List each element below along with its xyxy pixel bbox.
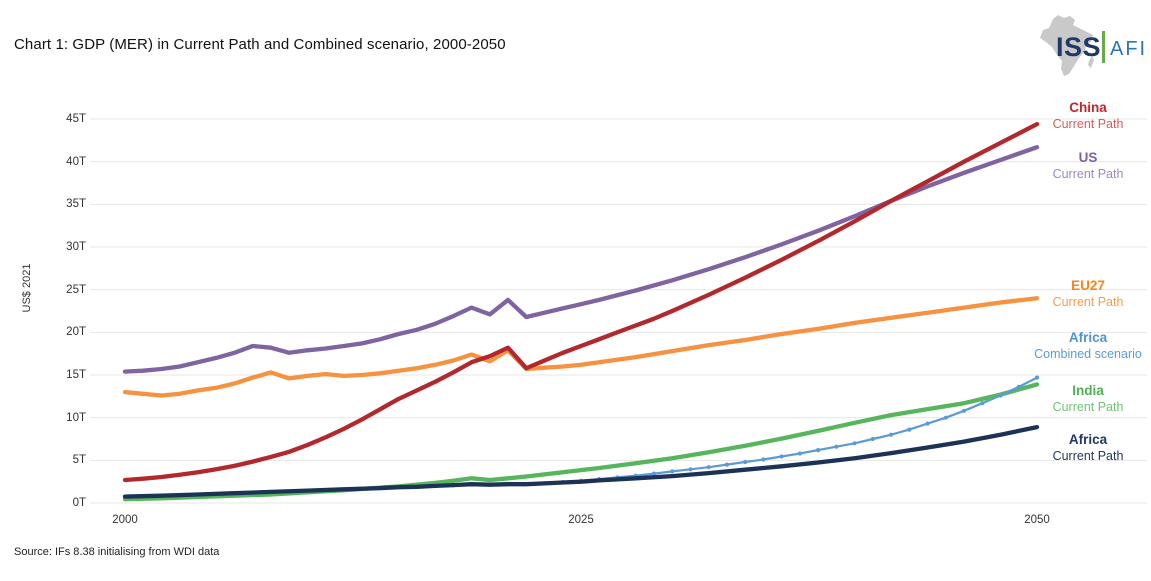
x-tick-2000: 2000: [112, 514, 138, 526]
marker-dot: [688, 467, 693, 472]
legend-series-scenario: Current Path: [1052, 449, 1124, 463]
marker-dot: [761, 457, 766, 462]
legend-series-name: China: [1069, 100, 1107, 115]
y-tick-35T: 35T: [66, 198, 86, 211]
marker-dot: [998, 393, 1003, 398]
legend-eu27-current-path: EU27 Current Path: [998, 277, 1151, 311]
africa-map-icon: [1040, 15, 1094, 76]
y-tick-0T: 0T: [72, 497, 86, 509]
legend-us-current-path: US Current Path: [998, 149, 1151, 183]
y-tick-30T: 30T: [66, 241, 86, 253]
legend-series-scenario: Combined scenario: [1034, 347, 1142, 361]
marker-dot: [706, 465, 711, 470]
line-africa-current-path: [122, 424, 1040, 499]
marker-dot: [1016, 384, 1021, 389]
marker-dot: [852, 441, 857, 446]
y-tick-10T: 10T: [66, 411, 86, 424]
y-tick-45T: 45T: [66, 113, 86, 125]
legend-china-current-path: China Current Path: [998, 99, 1151, 133]
y-tick-20T: 20T: [66, 326, 86, 339]
legend-series-scenario: Current Path: [1052, 167, 1124, 181]
marker-dot: [724, 462, 730, 467]
legend-africa-current-path: Africa Current Path: [998, 431, 1151, 465]
y-tick-25T: 25T: [66, 283, 86, 296]
line-china-current-path: [122, 121, 1040, 483]
legend-series-name: Africa: [1068, 432, 1108, 447]
legend-india-current-path: India Current Path: [998, 382, 1151, 416]
y-tick-40T: 40T: [66, 155, 86, 168]
logo-iss-text: ISS: [1056, 32, 1102, 62]
marker-dot: [925, 421, 930, 426]
legend-series-name: India: [1072, 383, 1104, 398]
y-tick-15T: 15T: [66, 369, 86, 381]
legend-series-scenario: Current Path: [1052, 295, 1124, 309]
marker-dot: [870, 436, 875, 442]
legend-series-name: EU27: [1071, 278, 1105, 293]
logo-afi-text: AFI: [1110, 38, 1148, 60]
legend-series-scenario: Current Path: [1052, 117, 1124, 131]
line-eu27-current-path: [122, 296, 1040, 398]
x-tick-2050: 2050: [1024, 514, 1050, 526]
source-note: Source: IFs 8.38 initialising from WDI d…: [14, 546, 220, 558]
x-tick-2025: 2025: [568, 514, 594, 526]
legend-series-name: US: [1078, 150, 1098, 165]
y-tick-5T: 5T: [72, 454, 86, 467]
iss-afi-logo: ISS AFI: [1036, 8, 1146, 80]
marker-dot: [1034, 375, 1040, 380]
marker-dot: [670, 469, 675, 474]
marker-dot: [889, 432, 894, 437]
marker-dot: [961, 408, 967, 413]
marker-dot: [816, 448, 821, 453]
marker-dot: [834, 444, 839, 449]
chart-title: Chart 1: GDP (MER) in Current Path and C…: [14, 36, 506, 53]
line-us-current-path: [122, 145, 1040, 374]
marker-dot: [943, 415, 948, 420]
marker-dot: [907, 427, 912, 432]
legend-africa-combined-scenario: Africa Combined scenario: [998, 329, 1151, 363]
marker-dot: [779, 454, 784, 459]
marker-dot: [651, 471, 657, 476]
logo-divider-bar: [1102, 31, 1105, 63]
legend-series-name: Africa: [1068, 330, 1108, 345]
marker-dot: [980, 401, 985, 406]
marker-dot: [743, 459, 748, 465]
marker-dot: [797, 451, 803, 456]
legend-series-scenario: Current Path: [1052, 400, 1124, 414]
